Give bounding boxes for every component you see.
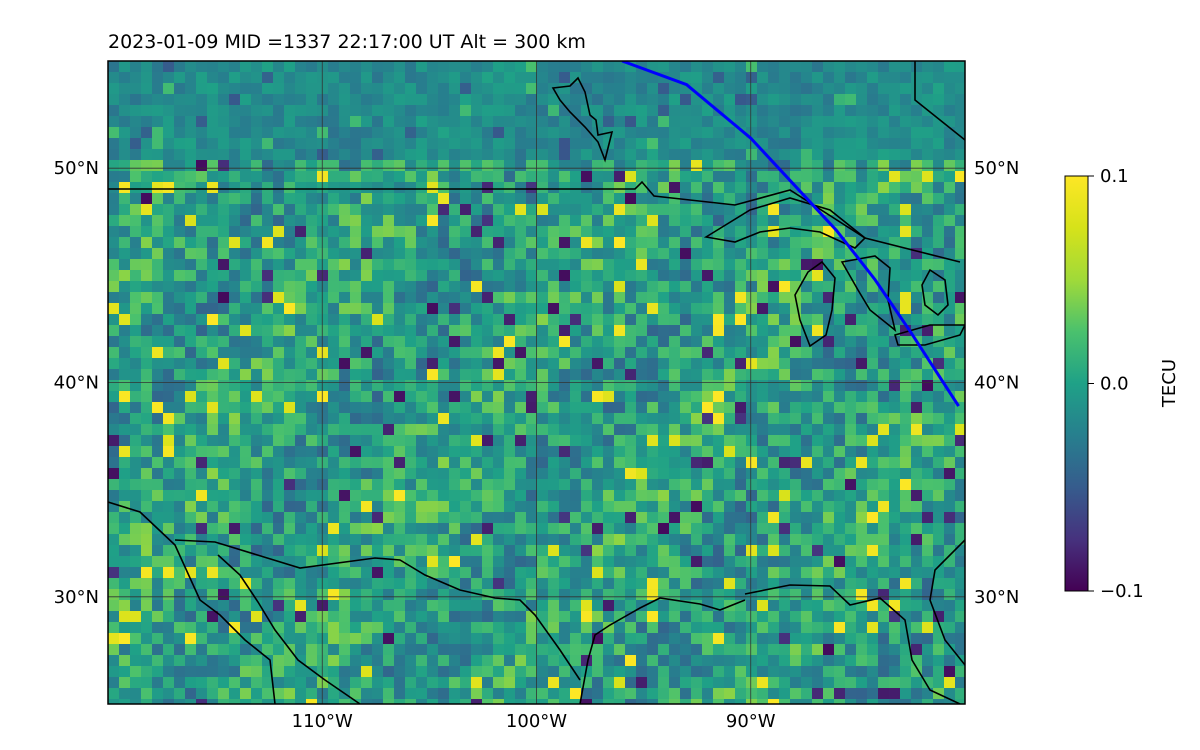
lake-michigan: [794, 260, 836, 348]
latitude-tick-label-right: 40°N: [974, 373, 1019, 394]
latitude-tick-label-right: 30°N: [974, 587, 1019, 608]
colorbar-gradient: [1064, 175, 1089, 592]
lake-superior: [703, 197, 867, 249]
longitude-tick-label: 100°W: [506, 711, 567, 732]
colorbar-label: TECU: [1159, 359, 1180, 408]
mexico-border: [174, 539, 581, 681]
coastlines-and-borders: [108, 61, 965, 704]
latitude-tick-label-left: 30°N: [54, 587, 99, 608]
baja-california: [217, 554, 361, 704]
canada-us-border: [108, 180, 961, 263]
colorbar-tick-label: −0.1: [1100, 581, 1144, 602]
gulf-coast-west: [579, 597, 746, 704]
colorbar: 0.1 0.0 −0.1 TECU: [1064, 166, 1180, 602]
map-title: 2023-01-09 MID =1337 22:17:00 UT Alt = 3…: [108, 31, 586, 53]
hudson-bay-coast: [551, 76, 614, 163]
latitude-tick-labels: 50°N 50°N 40°N 40°N 30°N 30°N: [54, 158, 1020, 608]
atlantic-coast-south: [929, 539, 965, 666]
gulf-coast-east: [744, 584, 961, 704]
latitude-tick-label-left: 40°N: [54, 373, 99, 394]
lake-huron: [840, 255, 897, 333]
colorbar-tick-label: 0.1: [1100, 166, 1129, 187]
northeast-coast: [914, 61, 965, 141]
longitude-tick-label: 90°W: [726, 711, 776, 732]
colorbar-tick-label: 0.0: [1100, 374, 1129, 395]
satellite-track-line: [621, 61, 960, 407]
map-frame: [107, 60, 966, 705]
longitude-tick-label: 110°W: [292, 711, 353, 732]
longitude-tick-labels: 110°W 100°W 90°W: [292, 711, 776, 732]
tec-heatmap: [108, 61, 965, 704]
latitude-tick-label-left: 50°N: [54, 158, 99, 179]
lake-erie-ontario: [894, 324, 965, 346]
pacific-coast: [108, 501, 276, 704]
eastern-border: [921, 268, 949, 317]
colorbar-ticks: 0.1 0.0 −0.1: [1088, 166, 1144, 602]
latitude-tick-label-right: 50°N: [974, 158, 1019, 179]
map-gridlines: [108, 61, 965, 704]
